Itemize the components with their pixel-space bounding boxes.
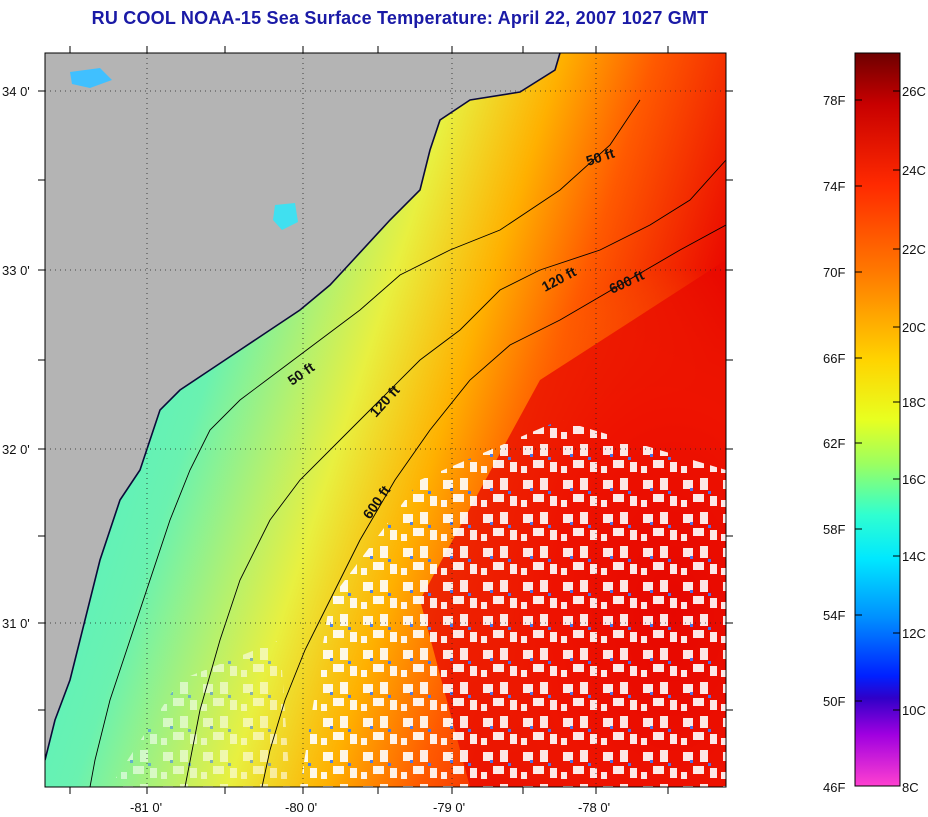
colorbar-c-label: 16C bbox=[902, 472, 926, 487]
contour-600ft bbox=[261, 224, 726, 787]
lon-label: -81 0' bbox=[130, 800, 162, 815]
colorbar-f-label: 62F bbox=[823, 436, 845, 451]
chart-title: RU COOL NOAA-15 Sea Surface Temperature:… bbox=[91, 8, 709, 28]
colorbar-c-label: 12C bbox=[902, 626, 926, 641]
coastline bbox=[45, 53, 561, 761]
colorbar-c-label: 24C bbox=[902, 163, 926, 178]
colorbar-f-label: 54F bbox=[823, 608, 845, 623]
colorbar-gradient bbox=[854, 52, 901, 787]
lat-label: 33 0' bbox=[2, 263, 30, 278]
contour-120ft bbox=[184, 159, 726, 787]
colorbar-f-label: 78F bbox=[823, 93, 845, 108]
colorbar-c-label: 10C bbox=[902, 703, 926, 718]
axis-ticks bbox=[38, 46, 733, 794]
lon-label: -80 0' bbox=[285, 800, 317, 815]
colorbar-f-label: 66F bbox=[823, 351, 845, 366]
colorbar-c-label: 22C bbox=[902, 242, 926, 257]
colorbar-f-label: 70F bbox=[823, 265, 845, 280]
cloud-cover bbox=[300, 420, 726, 787]
colorbar-c-label: 14C bbox=[902, 549, 926, 564]
lon-label: -79 0' bbox=[433, 800, 465, 815]
lat-label: 31 0' bbox=[2, 616, 30, 631]
lake bbox=[273, 203, 298, 230]
colorbar-f-label: 58F bbox=[823, 522, 845, 537]
colorbar-f-label: 46F bbox=[823, 780, 845, 795]
lon-label: -78 0' bbox=[578, 800, 610, 815]
colorbar-c-label: 8C bbox=[902, 780, 919, 795]
colorbar-f-label: 74F bbox=[823, 179, 845, 194]
colorbar-c-label: 18C bbox=[902, 395, 926, 410]
lat-label: 34 0' bbox=[2, 84, 30, 99]
land-mass bbox=[45, 53, 560, 760]
colorbar-c-label: 20C bbox=[902, 320, 926, 335]
graticule bbox=[45, 53, 726, 787]
lake bbox=[70, 68, 112, 88]
contour-50ft bbox=[89, 99, 641, 787]
lat-label: 32 0' bbox=[2, 442, 30, 457]
colorbar-f-label: 50F bbox=[823, 694, 845, 709]
colorbar-c-label: 26C bbox=[902, 84, 926, 99]
map-frame bbox=[44, 52, 727, 788]
